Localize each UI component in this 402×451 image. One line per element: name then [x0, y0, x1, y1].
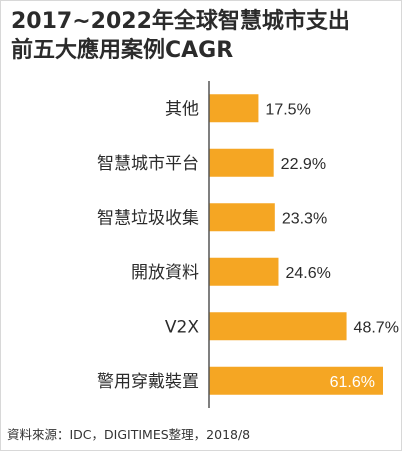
- bar-4: [209, 312, 347, 341]
- chart-title-line-2: 前五大應用案例CAGR: [11, 38, 234, 63]
- bar-chart: 其他 17.5% 智慧城市平台 22.9% 智慧垃圾收集 23.3% 開放資料 24.6% V2…: [97, 81, 399, 408]
- bar-5: [209, 366, 383, 395]
- value-label-0: 17.5%: [265, 101, 310, 118]
- bar-2: [209, 203, 275, 232]
- value-label-1: 22.9%: [281, 156, 326, 173]
- bar-3: [209, 257, 279, 286]
- category-label-3: 開放資料: [131, 263, 199, 283]
- value-label-3: 24.6%: [285, 265, 330, 282]
- category-label-1: 智慧城市平台: [97, 154, 199, 174]
- bar-0: [209, 94, 259, 123]
- category-label-5: 警用穿戴裝置: [97, 372, 199, 392]
- bar-1: [209, 148, 274, 177]
- chart-title: 2017~2022年全球智慧城市支出 前五大應用案例CAGR: [11, 7, 396, 65]
- category-label-2: 智慧垃圾收集: [97, 208, 199, 228]
- category-label-0: 其他: [165, 99, 199, 119]
- bars-layer: 其他 17.5% 智慧城市平台 22.9% 智慧垃圾收集 23.3% 開放資料 24.6% V2…: [97, 94, 399, 395]
- value-label-5: 61.6%: [330, 374, 375, 391]
- category-label-4: V2X: [165, 317, 199, 337]
- chart-title-line-1: 2017~2022年全球智慧城市支出: [11, 9, 350, 34]
- source-note: 資料來源：IDC，DIGITIMES整理，2018/8: [7, 427, 251, 442]
- value-label-4: 48.7%: [354, 319, 399, 336]
- value-label-2: 23.3%: [282, 210, 327, 227]
